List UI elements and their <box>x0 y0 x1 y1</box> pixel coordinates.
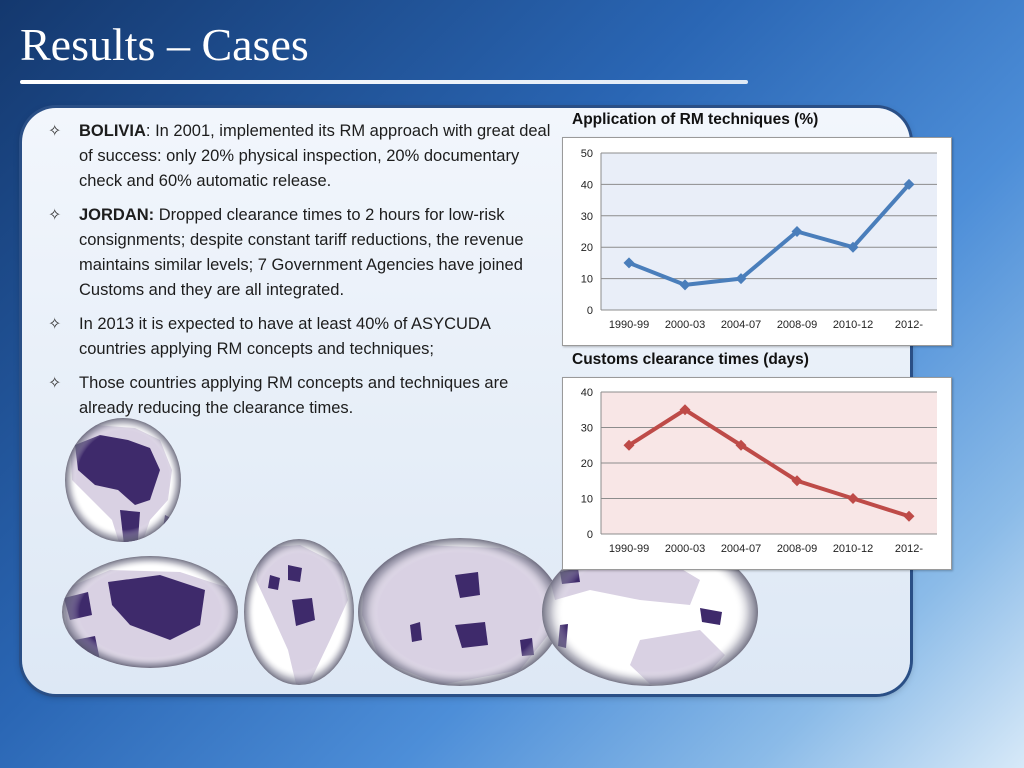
x-tick-label: 2010-12 <box>833 319 873 331</box>
clearance-times-chart-svg: 0 10 20 30 40 1990-99 2000-03 2004-07 2008-09 201… <box>581 387 937 555</box>
bullet-clearance-times: ✧ Those countries applying RM concepts a… <box>48 371 556 421</box>
bullet-text: Those countries applying RM concepts and… <box>79 374 509 417</box>
y-tick-label: 0 <box>587 305 593 317</box>
chart-1-title: Application of RM techniques (%) <box>572 111 819 128</box>
data-point <box>679 279 691 291</box>
x-tick-label: 2008-09 <box>777 319 817 331</box>
y-tick-label: 30 <box>581 423 593 435</box>
x-tick-label: 1990-99 <box>609 543 649 555</box>
data-point <box>679 404 691 416</box>
x-tick-label: 2008-09 <box>777 543 817 555</box>
bullet-star-icon: ✧ <box>48 207 62 224</box>
y-tick-label: 50 <box>581 148 593 160</box>
data-point <box>903 178 915 190</box>
clearance-times-chart: 0 10 20 30 40 1990-99 2000-03 2004-07 2008-09 201… <box>562 377 952 570</box>
data-point <box>623 257 635 269</box>
x-tick-label: 2010-12 <box>833 543 873 555</box>
y-tick-label: 10 <box>581 494 593 506</box>
data-point <box>735 439 747 451</box>
data-point <box>903 510 915 522</box>
rm-techniques-chart-svg: 0 10 20 30 40 50 1990-99 2000-03 2004-07 2008-09 2… <box>581 148 937 331</box>
rm-techniques-chart: 0 10 20 30 40 50 1990-99 2000-03 2004-07 2008-09 2… <box>562 137 952 346</box>
y-tick-label: 10 <box>581 274 593 286</box>
plot-area <box>601 153 937 310</box>
y-tick-label: 30 <box>581 211 593 223</box>
bullet-star-icon: ✧ <box>48 316 62 333</box>
chart-2-title: Customs clearance times (days) <box>572 351 809 368</box>
bullet-bolivia: ✧ BOLIVIA: In 2001, implemented its RM a… <box>48 119 556 194</box>
x-tick-label: 2012- <box>895 543 923 555</box>
data-point <box>623 439 635 451</box>
data-point <box>791 475 803 487</box>
bullet-star-icon: ✧ <box>48 375 62 392</box>
slide-title: Results – Cases <box>20 19 309 70</box>
bullet-text: In 2013 it is expected to have at least … <box>79 315 490 358</box>
x-tick-label: 2000-03 <box>665 543 705 555</box>
x-tick-label: 2004-07 <box>721 319 761 331</box>
bullet-lead: JORDAN: <box>79 206 155 224</box>
x-tick-label: 2012- <box>895 319 923 331</box>
title-underline <box>20 80 748 84</box>
bullet-jordan: ✧ JORDAN: Dropped clearance times to 2 h… <box>48 203 556 303</box>
bullet-text: Dropped clearance times to 2 hours for l… <box>79 206 524 299</box>
y-tick-label: 40 <box>581 387 593 399</box>
series-line <box>628 183 911 287</box>
x-tick-label: 1990-99 <box>609 319 649 331</box>
bullet-asycuda-2013: ✧ In 2013 it is expected to have at leas… <box>48 312 556 362</box>
bullet-star-icon: ✧ <box>48 123 62 140</box>
bullet-lead: BOLIVIA <box>79 122 146 140</box>
series-line <box>627 407 910 519</box>
data-point <box>847 241 859 253</box>
y-tick-label: 0 <box>587 529 593 541</box>
data-point <box>847 493 859 504</box>
data-point <box>735 273 747 285</box>
bullet-list: ✧ BOLIVIA: In 2001, implemented its RM a… <box>48 119 556 430</box>
y-tick-label: 20 <box>581 242 593 254</box>
data-point <box>791 226 803 237</box>
bullet-text: : In 2001, implemented its RM approach w… <box>79 122 551 190</box>
x-tick-label: 2000-03 <box>665 319 705 331</box>
y-tick-label: 40 <box>581 179 593 191</box>
x-tick-label: 2004-07 <box>721 543 761 555</box>
y-tick-label: 20 <box>581 458 593 470</box>
